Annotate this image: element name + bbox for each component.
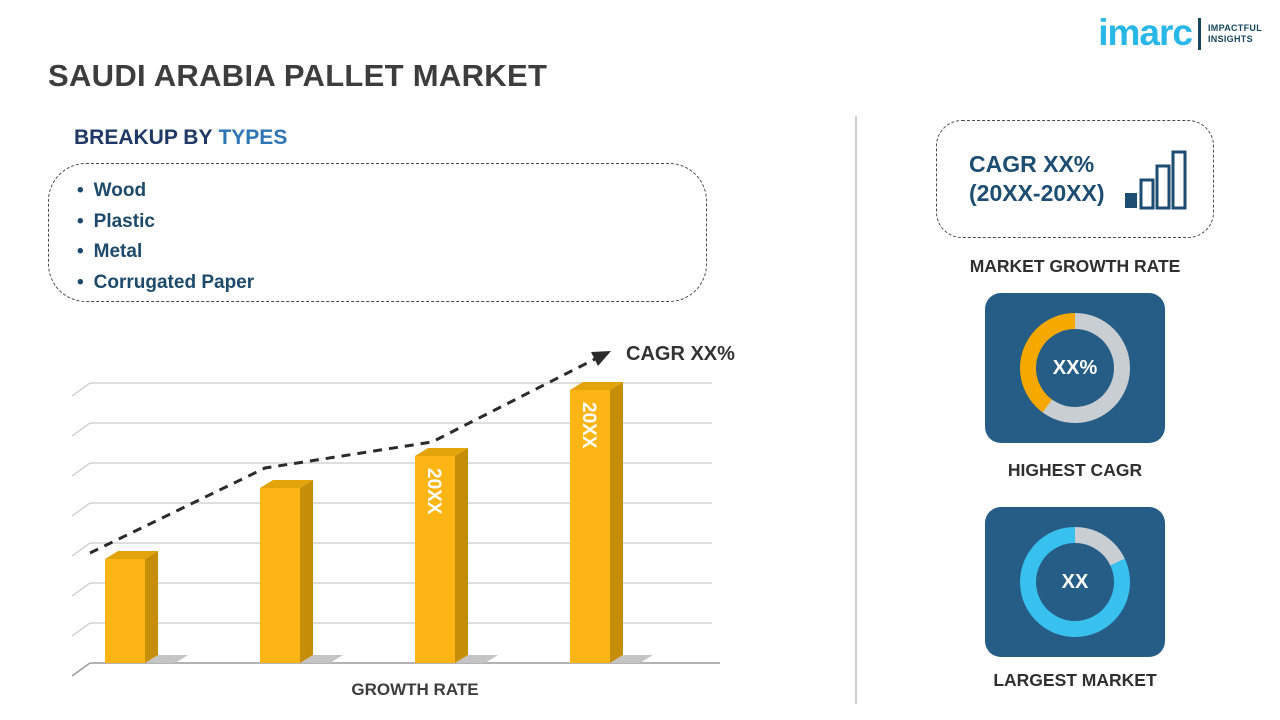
bar-year-label: 20XX bbox=[578, 402, 599, 449]
imarc-logo: imarc IMPACTFUL INSIGHTS bbox=[1098, 14, 1262, 51]
largest-market-card: XX bbox=[985, 507, 1165, 657]
highest-cagr-value: XX% bbox=[1052, 356, 1098, 379]
growth-rate-bar-chart: 20XX 20XX bbox=[71, 351, 720, 677]
logo-tagline: IMPACTFUL INSIGHTS bbox=[1208, 23, 1262, 45]
highest-cagr-donut-chart: XX% bbox=[1020, 313, 1130, 423]
breakup-heading-prefix: BREAKUP BY bbox=[74, 126, 213, 149]
trend-arrowhead-icon bbox=[591, 351, 611, 366]
highest-cagr-label: HIGHEST CAGR bbox=[1007, 460, 1143, 480]
cagr-dashed-box: CAGR XX% (20XX-20XX) bbox=[936, 120, 1214, 238]
cagr-text: CAGR XX% (20XX-20XX) bbox=[969, 150, 1105, 208]
market-growth-rate-label: MARKET GROWTH RATE bbox=[969, 256, 1181, 276]
breakup-heading-highlight: TYPES bbox=[218, 126, 288, 149]
page-title: SAUDI ARABIA PALLET MARKET bbox=[48, 58, 548, 93]
cagr-line2: (20XX-20XX) bbox=[969, 180, 1105, 206]
highest-cagr-card: XX% bbox=[985, 293, 1165, 443]
logo-divider bbox=[1197, 17, 1201, 50]
breakup-heading: BREAKUP BY TYPES bbox=[74, 126, 287, 150]
list-item-wood: Wood bbox=[77, 176, 706, 207]
axis-left-edge bbox=[71, 662, 91, 677]
vertical-divider bbox=[855, 116, 857, 704]
cagr-line1: CAGR XX% bbox=[969, 151, 1095, 177]
cagr-annotation: CAGR XX% bbox=[626, 343, 735, 365]
trend-dashed-arrow-line bbox=[89, 357, 596, 555]
list-item-metal: Metal bbox=[77, 237, 706, 268]
types-box: Wood Plastic Metal Corrugated Paper bbox=[48, 163, 707, 302]
largest-market-label: LARGEST MARKET bbox=[993, 670, 1157, 690]
logo-tagline-line2: INSIGHTS bbox=[1207, 33, 1253, 44]
largest-market-value: XX bbox=[1061, 570, 1089, 593]
list-item-plastic: Plastic bbox=[77, 207, 706, 238]
bars-layer: 20XX 20XX bbox=[105, 382, 653, 663]
types-list: Wood Plastic Metal Corrugated Paper bbox=[49, 176, 706, 298]
bar-year-label: 20XX bbox=[423, 468, 444, 515]
list-item-corrugated-paper: Corrugated Paper bbox=[77, 268, 706, 299]
logo-tagline-line1: IMPACTFUL bbox=[1207, 22, 1262, 33]
imarc-logo-text: imarc bbox=[1098, 12, 1193, 53]
bar-chart-icon bbox=[1125, 150, 1187, 210]
largest-market-donut-chart: XX bbox=[1020, 527, 1130, 637]
x-axis-label: GROWTH RATE bbox=[351, 680, 479, 699]
